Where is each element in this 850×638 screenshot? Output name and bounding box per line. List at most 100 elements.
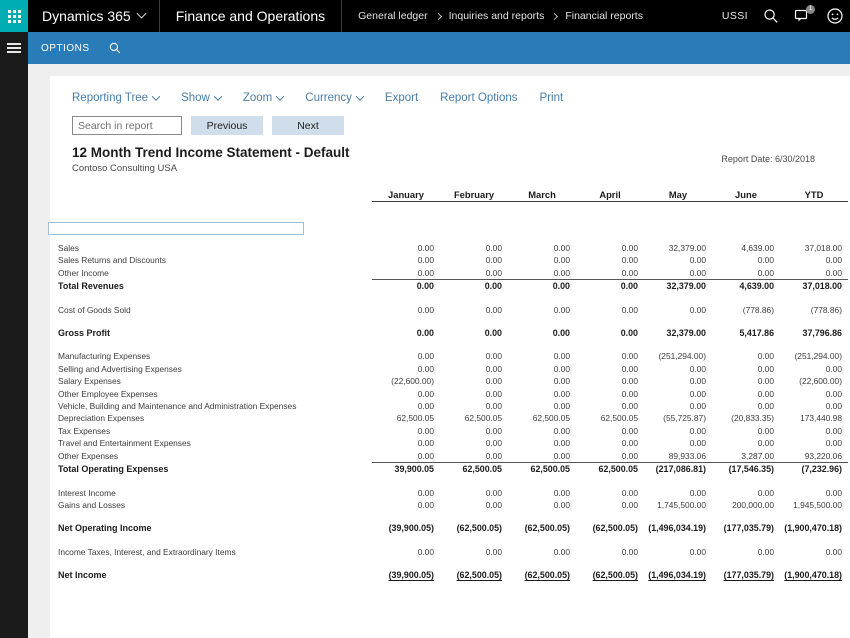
report-toolbar-zoom[interactable]: Zoom xyxy=(243,92,285,104)
table-row[interactable]: Travel and Entertainment Expenses 0.00 0.0… xyxy=(50,437,850,449)
table-row[interactable]: Other Expenses 0.00 0.00 0.00 0.00 89,933.06 3… xyxy=(50,449,850,464)
left-navigation-rail xyxy=(0,64,28,638)
cell-value: 32,379.00 xyxy=(668,243,706,253)
table-row[interactable]: Cost of Goods Sold 0.00 0.00 0.00 0.00 0.00 (7… xyxy=(50,304,850,316)
search-icon[interactable] xyxy=(762,7,780,25)
table-row[interactable]: Gains and Losses 0.00 0.00 0.00 0.00 1,745,50… xyxy=(50,499,850,511)
report-toolbar-show[interactable]: Show xyxy=(181,92,223,104)
table-row[interactable]: Total Revenues 0.00 0.00 0.00 0.00 32,379.00 4… xyxy=(50,280,850,293)
table-row[interactable]: Other Income 0.00 0.00 0.00 0.00 0.00 0.00 0.00 xyxy=(50,266,850,281)
table-row[interactable]: Other Employee Expenses 0.00 0.00 0.00 0.00 0… xyxy=(50,388,850,400)
cell-value: 0.00 xyxy=(553,425,570,436)
brand-label: Dynamics 365 xyxy=(42,8,131,24)
table-row[interactable]: Gross Profit 0.00 0.00 0.00 0.00 32,379.00 5,4… xyxy=(50,327,850,339)
table-row[interactable]: Income Taxes, Interest, and Extraordinar… xyxy=(50,546,850,558)
breadcrumb-item-inquiries-and-reports[interactable]: Inquiries and reports xyxy=(448,10,545,22)
report-toolbar-print[interactable]: Print xyxy=(539,92,564,104)
underlined-value: (1,496,034.19) xyxy=(648,570,706,581)
spacer-cell xyxy=(50,476,850,487)
app-launcher-button[interactable] xyxy=(0,0,28,32)
row-pad xyxy=(350,242,372,254)
brand-menu[interactable]: Dynamics 365 xyxy=(28,0,160,32)
selection-empty-cell xyxy=(372,214,440,235)
table-row[interactable]: Net Operating Income (39,900.05) (62,500.0… xyxy=(50,522,850,534)
company-selector[interactable]: USSI xyxy=(721,10,748,22)
cell-value: 0.00 xyxy=(417,438,434,449)
feedback-icon[interactable]: 1 xyxy=(794,5,815,25)
row-label: Travel and Entertainment Expenses xyxy=(58,438,191,449)
cell-value: 0.00 xyxy=(757,425,774,436)
cell-value: 0.00 xyxy=(417,401,434,412)
table-row[interactable]: Tax Expenses 0.00 0.00 0.00 0.00 0.00 0.00 0.00 xyxy=(50,425,850,437)
table-row[interactable]: Total Operating Expenses 39,900.05 62,500.… xyxy=(50,463,850,476)
underlined-value: (62,500.05) xyxy=(524,570,570,581)
help-icon[interactable] xyxy=(826,7,844,25)
report-toolbar-reporting-tree[interactable]: Reporting Tree xyxy=(72,92,161,104)
cell-value: 62,500.05 xyxy=(530,464,570,475)
options-action-bar: OPTIONS xyxy=(0,32,850,64)
row-label: Total Revenues xyxy=(58,281,124,292)
cell-value: (177,035.79) xyxy=(712,569,780,581)
breadcrumb-item-financial-reports[interactable]: Financial reports xyxy=(565,10,643,22)
report-toolbar-report-options[interactable]: Report Options xyxy=(440,92,518,104)
cell-value: 0.00 xyxy=(553,376,570,387)
row-pad xyxy=(350,437,372,449)
label: April xyxy=(576,189,644,202)
cell-value: 0.00 xyxy=(552,328,570,339)
cell-value: 62,500.05 xyxy=(598,464,638,475)
row-label: Interest Income xyxy=(58,487,116,498)
row-pad xyxy=(350,487,372,499)
cell-value: 0.00 xyxy=(553,499,570,510)
selection-empty-cell xyxy=(644,214,712,235)
navigation-pane-toggle[interactable] xyxy=(0,32,28,64)
table-row[interactable]: Interest Income 0.00 0.00 0.00 0.00 0.00 0.00 0… xyxy=(50,487,850,499)
selection-cell[interactable] xyxy=(48,214,372,235)
breadcrumb-item-general-ledger[interactable]: General ledger xyxy=(358,10,428,22)
cell-value: 0.00 xyxy=(644,266,712,281)
report-toolbar-currency[interactable]: Currency xyxy=(305,92,365,104)
column-header-april: April xyxy=(576,183,644,203)
cell-value: 0.00 xyxy=(485,363,502,374)
cell-value: 0.00 xyxy=(553,401,570,412)
cell-value: 0.00 xyxy=(485,401,502,412)
column-header-june: June xyxy=(712,183,780,203)
cell-value: 0.00 xyxy=(553,487,570,498)
table-row[interactable]: Net Income (39,900.05) (62,500.05) (62,500.… xyxy=(50,569,850,581)
report-heading: 12 Month Trend Income Statement - Defaul… xyxy=(50,135,850,174)
chevron-down-icon xyxy=(151,92,161,101)
column-header-february: February xyxy=(440,183,508,203)
next-button[interactable]: Next xyxy=(272,116,344,135)
label: February xyxy=(440,189,508,202)
cell-value: (62,500.05) xyxy=(524,523,570,534)
table-row[interactable]: Salary Expenses (22,600.00) 0.00 0.00 0.00 0.… xyxy=(50,375,850,387)
selected-row-highlight[interactable] xyxy=(48,214,850,235)
table-row[interactable]: Sales Returns and Discounts 0.00 0.00 0.00 0… xyxy=(50,254,850,266)
cell-value: 3,287.00 xyxy=(712,449,780,464)
row-selection-box[interactable] xyxy=(48,222,304,235)
spacer-row xyxy=(50,558,850,569)
cell-value: 0.00 xyxy=(440,449,508,464)
underlined-value: (1,900,470.18) xyxy=(784,570,842,581)
row-label: Depreciation Expenses xyxy=(58,413,145,424)
search-input[interactable] xyxy=(72,116,182,135)
cell-value: 0.00 xyxy=(757,255,774,266)
spacer-cell xyxy=(50,235,850,242)
table-row[interactable]: Vehicle, Building and Maintenance and Ad… xyxy=(50,400,850,412)
cell-value: 0.00 xyxy=(372,266,440,281)
previous-button[interactable]: Previous xyxy=(191,116,263,135)
column-header-row: January February March April May June YT… xyxy=(50,183,850,203)
underlined-value: (39,900.05) xyxy=(388,570,434,581)
table-row[interactable]: Selling and Advertising Expenses 0.00 0.00… xyxy=(50,363,850,375)
cell-value: 0.00 xyxy=(621,243,638,253)
table-row[interactable]: Sales 0.00 0.00 0.00 0.00 32,379.00 4,639.00 37… xyxy=(50,242,850,254)
table-row[interactable]: Manufacturing Expenses 0.00 0.00 0.00 0.00 (2… xyxy=(50,350,850,362)
cell-value: 0.00 xyxy=(780,266,848,281)
cell-value: 0.00 xyxy=(689,363,706,374)
cell-value: 0.00 xyxy=(825,388,842,399)
options-search-icon[interactable] xyxy=(108,41,122,55)
tab-options[interactable]: OPTIONS xyxy=(41,42,90,54)
table-row[interactable]: Depreciation Expenses 62,500.05 62,500.05 6… xyxy=(50,412,850,424)
cell-value: (251,294.00) xyxy=(794,351,843,362)
report-toolbar-export[interactable]: Export xyxy=(384,92,419,104)
cell-value: 0.00 xyxy=(485,351,502,362)
